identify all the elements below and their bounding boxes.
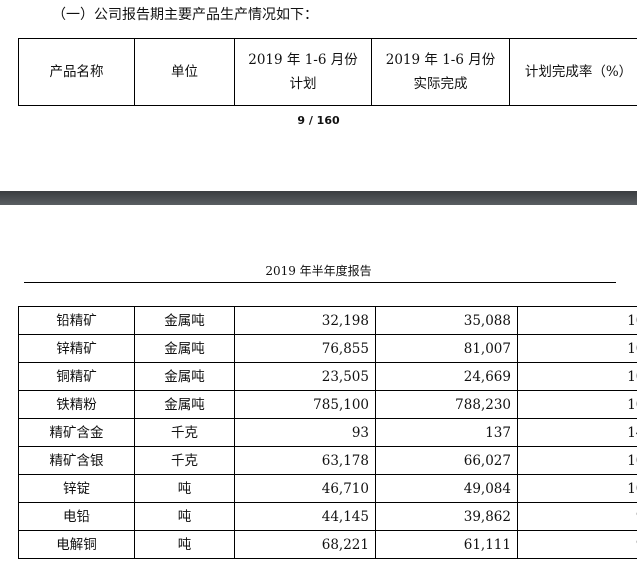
cell-unit: 吨 [134,474,235,503]
cell-actual: 81,007 [375,334,518,363]
cell-plan: 46,710 [234,474,376,503]
cell-unit: 吨 [134,530,235,559]
cell-plan: 785,100 [234,390,376,419]
cell-plan: 93 [234,418,376,447]
cell-plan: 68,221 [234,530,376,559]
cell-actual: 137 [375,418,518,447]
header-actual: 2019 年 1-6 月份 实际完成 [371,38,510,106]
cell-product: 铜精矿 [18,362,135,391]
cell-plan: 76,855 [234,334,376,363]
table-header-row: 产品名称 单位 2019 年 1-6 月份 计划 2019 年 1-6 月份 实际完… [18,38,637,106]
cell-product: 精矿含银 [18,446,135,475]
cell-rate: 148 [517,418,637,447]
page-separator [0,191,637,205]
cell-unit: 金属吨 [134,362,235,391]
cell-product: 铁精粉 [18,390,135,419]
cell-product: 铅精矿 [18,306,135,335]
cell-unit: 金属吨 [134,390,235,419]
header-product-name: 产品名称 [18,38,135,106]
cell-unit: 吨 [134,502,235,531]
header-actual-line1: 2019 年 1-6 月份 [385,52,496,68]
cell-product: 锌精矿 [18,334,135,363]
cell-product: 精矿含金 [18,418,135,447]
production-table-header: 产品名称 单位 2019 年 1-6 月份 计划 2019 年 1-6 月份 实际完… [18,38,637,106]
cell-plan: 23,505 [234,362,376,391]
cell-unit: 千克 [134,418,235,447]
section-intro: （一）公司报告期主要产品生产情况如下： [52,7,318,23]
page-header: 2019 年半年度报告 [265,264,372,278]
cell-plan: 63,178 [234,446,376,475]
page-indicator: 9 / 160 [297,114,340,127]
cell-actual: 66,027 [375,446,518,475]
header-completion-rate: 计划完成率（%） [509,38,637,106]
production-table-body: 铅精矿金属吨32,19835,088109锌精矿金属吨76,85581,0071… [18,306,637,559]
cell-rate: 90 [517,530,637,559]
header-actual-line2: 实际完成 [413,76,468,92]
header-plan-line1: 2019 年 1-6 月份 [248,52,358,68]
cell-rate: 100 [517,390,637,419]
cell-unit: 千克 [134,446,235,475]
header-plan-line2: 计划 [289,76,317,92]
cell-actual: 39,862 [375,502,518,531]
header-plan: 2019 年 1-6 月份 计划 [234,38,372,106]
cell-actual: 24,669 [375,362,518,391]
cell-rate: 90 [517,502,637,531]
cell-product: 锌锭 [18,474,135,503]
cell-product: 电铅 [18,502,135,531]
cell-actual: 35,088 [375,306,518,335]
cell-rate: 105 [517,334,637,363]
cell-rate: 105 [517,474,637,503]
header-rule [24,282,616,283]
cell-rate: 109 [517,306,637,335]
cell-actual: 788,230 [375,390,518,419]
table-row: 精矿含金千克93137148 [18,418,637,447]
cell-product: 电解铜 [18,530,135,559]
cell-actual: 49,084 [375,474,518,503]
cell-rate: 105 [517,446,637,475]
cell-unit: 金属吨 [134,334,235,363]
cell-unit: 金属吨 [134,306,235,335]
cell-actual: 61,111 [375,530,518,559]
cell-rate: 105 [517,362,637,391]
cell-plan: 44,145 [234,502,376,531]
header-unit: 单位 [134,38,235,106]
cell-plan: 32,198 [234,306,376,335]
